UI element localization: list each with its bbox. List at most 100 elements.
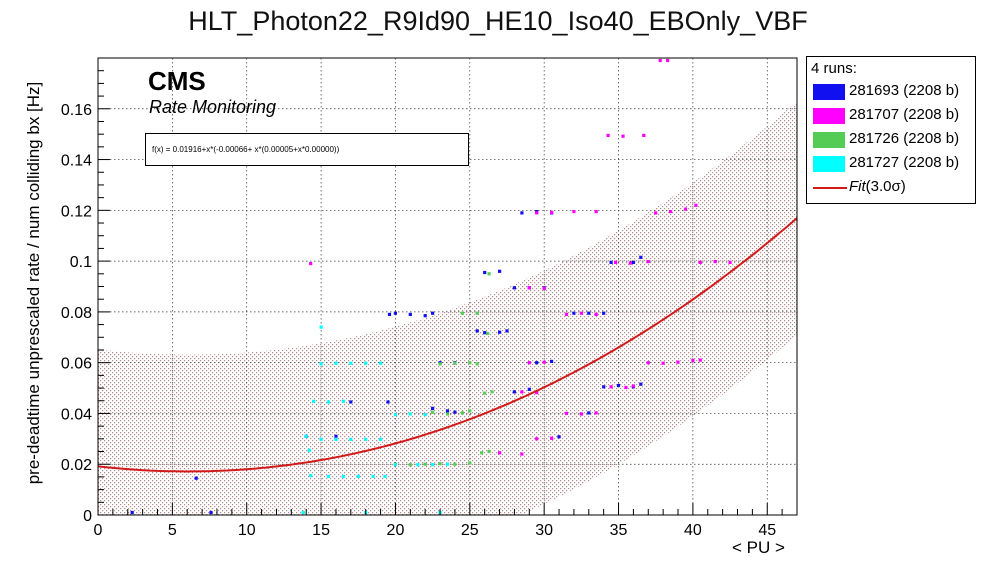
y-tick-label: 0 bbox=[83, 508, 92, 525]
data-point bbox=[579, 311, 583, 315]
data-point bbox=[341, 399, 345, 403]
data-point bbox=[542, 286, 546, 291]
x-tick-label: 30 bbox=[535, 522, 553, 539]
fit-uncertainty-band bbox=[98, 101, 797, 515]
data-point bbox=[371, 474, 375, 478]
fit-formula: f(x) = 0.01916+x*(-0.00066+ x*(0.00005+x… bbox=[152, 145, 340, 154]
data-point bbox=[130, 510, 134, 515]
data-point bbox=[691, 359, 695, 363]
y-tick-label: 0.12 bbox=[61, 203, 92, 220]
data-point bbox=[445, 462, 450, 466]
data-point bbox=[661, 361, 665, 365]
data-point bbox=[498, 451, 502, 455]
legend-swatch bbox=[813, 108, 845, 124]
rate-monitoring-label: Rate Monitoring bbox=[149, 97, 277, 117]
data-point bbox=[364, 361, 368, 365]
data-point bbox=[334, 437, 338, 441]
data-point bbox=[445, 409, 450, 413]
data-point bbox=[520, 211, 524, 215]
data-point bbox=[423, 413, 427, 417]
x-tick-label: 15 bbox=[312, 522, 330, 539]
legend-header: 4 runs: bbox=[811, 60, 857, 77]
data-point bbox=[658, 58, 662, 63]
data-point bbox=[364, 437, 368, 441]
data-point bbox=[535, 211, 539, 215]
data-point bbox=[654, 211, 658, 215]
data-point bbox=[408, 412, 412, 416]
data-point bbox=[480, 451, 484, 455]
data-point bbox=[475, 329, 479, 333]
data-point bbox=[683, 207, 688, 211]
data-point bbox=[527, 387, 531, 391]
data-point bbox=[535, 437, 539, 441]
x-axis-label: < PU > bbox=[732, 538, 785, 557]
data-point bbox=[483, 270, 487, 275]
legend-entry-281693: 281693 (2208 b) bbox=[807, 80, 975, 104]
data-point bbox=[498, 269, 502, 273]
data-point bbox=[487, 449, 491, 454]
data-point bbox=[349, 400, 353, 404]
data-point bbox=[564, 411, 569, 415]
x-tick-label: 40 bbox=[684, 522, 702, 539]
data-point bbox=[631, 260, 635, 264]
legend-entry-fit: Fit(3.0σ) bbox=[807, 176, 975, 200]
x-tick-label: 35 bbox=[610, 522, 628, 539]
data-point bbox=[587, 411, 591, 415]
data-point bbox=[431, 311, 435, 315]
data-point bbox=[408, 463, 412, 467]
data-point bbox=[319, 362, 323, 366]
legend-entry-281707: 281707 (2208 b) bbox=[807, 104, 975, 128]
data-point bbox=[728, 260, 732, 264]
y-tick-label: 0.02 bbox=[61, 457, 92, 474]
legend-swatch bbox=[813, 132, 845, 148]
data-point bbox=[383, 474, 387, 478]
legend-swatch bbox=[813, 156, 845, 172]
data-point bbox=[550, 436, 554, 440]
data-point bbox=[460, 411, 464, 415]
data-point bbox=[594, 210, 598, 214]
data-point bbox=[646, 260, 650, 264]
data-point bbox=[209, 510, 213, 515]
data-point bbox=[468, 461, 472, 465]
data-point bbox=[616, 383, 621, 388]
data-point bbox=[194, 476, 198, 480]
data-point bbox=[579, 412, 583, 416]
data-point bbox=[606, 133, 610, 137]
data-point bbox=[564, 312, 569, 316]
data-point bbox=[475, 311, 479, 315]
data-point bbox=[453, 462, 457, 466]
y-tick-label: 0.04 bbox=[61, 406, 92, 423]
fit-formula-box: f(x) = 0.01916+x*(-0.00066+ x*(0.00005+x… bbox=[145, 133, 469, 166]
data-point bbox=[438, 362, 442, 366]
x-tick-label: 20 bbox=[387, 522, 405, 539]
data-point bbox=[520, 452, 524, 456]
data-point bbox=[512, 390, 516, 394]
data-point bbox=[542, 360, 546, 364]
data-point bbox=[557, 435, 561, 439]
fit-curve bbox=[98, 217, 797, 473]
cms-label: CMS bbox=[148, 66, 206, 96]
legend-swatch bbox=[813, 84, 845, 100]
data-point bbox=[646, 361, 650, 365]
y-tick-label: 0.1 bbox=[70, 254, 92, 271]
data-point bbox=[512, 286, 516, 290]
y-tick-label: 0.16 bbox=[61, 102, 92, 119]
y-tick-label: 0.08 bbox=[61, 305, 92, 322]
data-point bbox=[527, 361, 531, 365]
data-point bbox=[486, 331, 490, 336]
data-point bbox=[468, 361, 472, 365]
data-point bbox=[594, 411, 598, 415]
x-tick-label: 10 bbox=[238, 522, 256, 539]
data-point bbox=[666, 58, 670, 63]
data-point bbox=[594, 312, 598, 316]
data-point bbox=[334, 434, 338, 438]
data-point bbox=[475, 362, 479, 366]
data-point bbox=[587, 311, 591, 315]
data-point bbox=[309, 262, 313, 266]
data-point bbox=[535, 361, 539, 365]
y-tick-label: 0.06 bbox=[61, 356, 92, 373]
data-point bbox=[550, 359, 554, 363]
data-point bbox=[487, 272, 491, 276]
legend-label: 281726 (2208 b) bbox=[849, 130, 960, 147]
